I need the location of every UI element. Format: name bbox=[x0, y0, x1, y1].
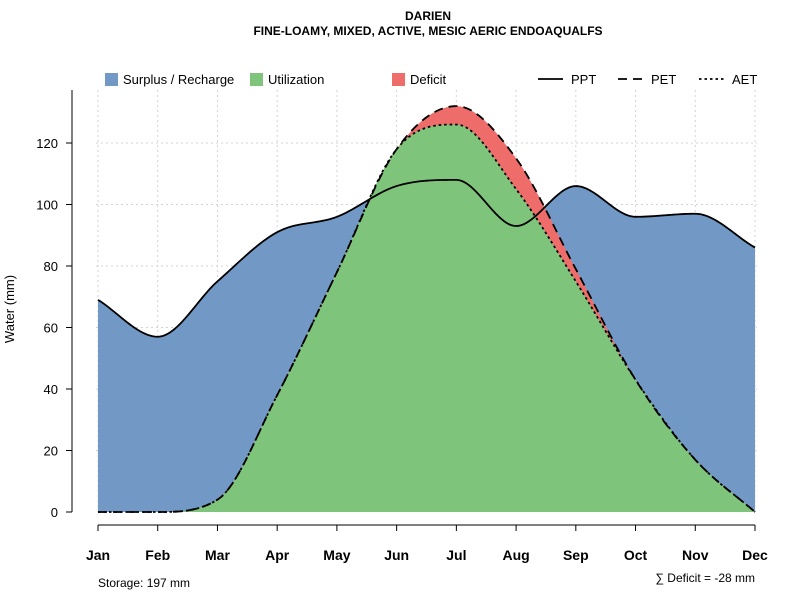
y-tick-label: 40 bbox=[44, 382, 58, 397]
x-tick-label: Aug bbox=[502, 547, 529, 563]
x-tick-label: Dec bbox=[742, 547, 768, 563]
y-tick-label: 60 bbox=[44, 321, 58, 336]
x-tick-label: Oct bbox=[624, 547, 648, 563]
deficit-sum-text: ∑ Deficit = -28 mm bbox=[655, 571, 755, 585]
x-tick-label: May bbox=[323, 547, 350, 563]
y-tick-label: 20 bbox=[44, 444, 58, 459]
series-line-ppt bbox=[97, 179, 756, 338]
x-tick-label: Feb bbox=[145, 547, 170, 563]
y-axis-label: Water (mm) bbox=[2, 275, 17, 343]
storage-text: Storage: 197 mm bbox=[98, 576, 190, 590]
x-tick-label: Mar bbox=[205, 547, 230, 563]
area-layer bbox=[98, 106, 755, 513]
legend-label: Surplus / Recharge bbox=[123, 72, 234, 87]
x-tick-label: Jun bbox=[384, 547, 409, 563]
legend: Surplus / Recharge Utilization Deficit PPT P… bbox=[105, 72, 757, 87]
chart-subtitle: FINE-LOAMY, MIXED, ACTIVE, MESIC AERIC E… bbox=[253, 24, 602, 38]
axis-layer: 0 20 40 60 80 100 120 Jan Feb Mar Apr May Jun Jul Aug S… bbox=[36, 90, 768, 563]
x-tick-label: Jan bbox=[86, 547, 110, 563]
legend-swatch bbox=[392, 73, 405, 86]
x-tick-label: Apr bbox=[265, 547, 290, 563]
y-tick-label: 80 bbox=[44, 259, 58, 274]
legend-swatch bbox=[250, 73, 263, 86]
x-tick-label: Nov bbox=[682, 547, 709, 563]
chart-title: DARIEN bbox=[405, 9, 451, 23]
legend-label: Utilization bbox=[268, 72, 324, 87]
x-tick-label: Sep bbox=[563, 547, 589, 563]
y-tick-label: 100 bbox=[36, 198, 58, 213]
line-layer bbox=[97, 105, 756, 513]
legend-label: Deficit bbox=[410, 72, 447, 87]
y-tick-label: 0 bbox=[51, 505, 58, 520]
y-tick-label: 120 bbox=[36, 136, 58, 151]
series-line-aet bbox=[98, 123, 756, 513]
legend-label: PET bbox=[651, 72, 676, 87]
legend-swatch bbox=[105, 73, 118, 86]
x-tick-label: Jul bbox=[446, 547, 466, 563]
legend-label: AET bbox=[732, 72, 757, 87]
legend-label: PPT bbox=[571, 72, 596, 87]
utilization-area bbox=[98, 124, 755, 513]
